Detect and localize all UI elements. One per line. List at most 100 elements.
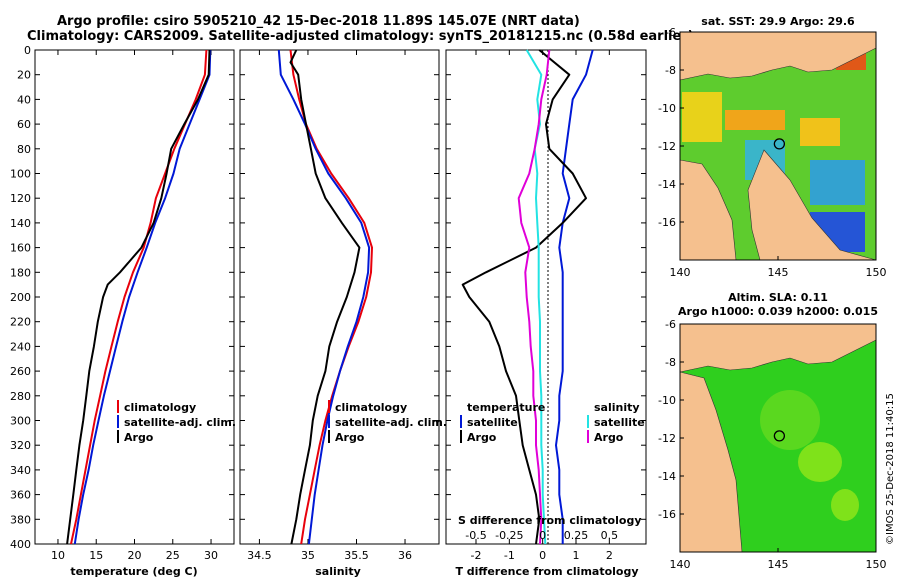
- s-tick-label: -0.5: [465, 529, 486, 542]
- legend-label-s-argo: Argo: [594, 431, 624, 444]
- map-x-tick-label: 140: [670, 558, 691, 571]
- x-tick-label: 10: [51, 549, 65, 562]
- y-tick-label: 360: [10, 489, 31, 502]
- difference-ticks: -2 -1 0 1 2: [446, 49, 646, 562]
- y-tick-label: 180: [10, 266, 31, 279]
- y-tick-label: 60: [17, 118, 31, 131]
- series-line-t-argo: [461, 49, 587, 545]
- sst-warm-patch: [725, 110, 785, 130]
- series-line-s-argo: [517, 49, 551, 545]
- x-tick-label: -1: [504, 549, 515, 562]
- map-y-tick-label: -8: [665, 64, 676, 77]
- difference-axes-frame: [445, 49, 647, 545]
- difference-panel: -2 -1 0 1 2 temperature satellite Argo salin…: [445, 49, 647, 578]
- legend-label-climatology: climatology: [335, 401, 407, 414]
- y-tick-label: 340: [10, 464, 31, 477]
- y-tick-label: 80: [17, 143, 31, 156]
- y-tick-label: 120: [10, 192, 31, 205]
- legend-label-t-argo: Argo: [467, 431, 497, 444]
- salinity-panel: 34.5 35 35.5 36 climatology satellite-adj. …: [239, 49, 447, 578]
- salinity-axes-frame: [239, 49, 440, 545]
- difference-legend: temperature satellite Argo salinity sate…: [460, 401, 645, 444]
- salinity-xlabel: salinity: [315, 565, 361, 578]
- temperature-xlabel: temperature (deg C): [70, 565, 197, 578]
- map-x-tick-label: 150: [866, 558, 887, 571]
- map-x-tick-label: 145: [768, 266, 789, 279]
- temperature-axes-frame: [34, 49, 235, 545]
- x-tick-label: 30: [204, 549, 218, 562]
- map-x-tick-label: 140: [670, 266, 691, 279]
- x-tick-label: 0: [539, 549, 546, 562]
- sst-warm-patch: [682, 92, 722, 142]
- sst-map-panel: sat. SST: 29.9 Argo: 29.6 140 145 150 -6 -8 -…: [658, 15, 886, 279]
- y-tick-label: 200: [10, 291, 31, 304]
- series-line-climatology: [70, 49, 208, 545]
- s-difference-ticks: -0.5 -0.25 0 0.25 0.5: [465, 529, 618, 542]
- s-tick-label: 0.25: [564, 529, 589, 542]
- x-tick-label: 1: [573, 549, 580, 562]
- x-tick-label: -2: [471, 549, 482, 562]
- temperature-legend: climatology satellite-adj. clim. Argo: [117, 400, 236, 444]
- y-tick-label: 220: [10, 316, 31, 329]
- y-tick-label: 0: [24, 44, 31, 57]
- series-line-argo: [289, 49, 361, 545]
- x-tick-label: 34.5: [247, 549, 272, 562]
- sla-map-ticks: 140 145 150 -6 -8 -10 -12 -14 -16: [658, 318, 886, 571]
- map-x-tick-label: 150: [866, 266, 887, 279]
- map-y-tick-label: -12: [658, 432, 676, 445]
- map-y-tick-label: -8: [665, 356, 676, 369]
- temperature-ticks: 10 15 20 25 30020406080100120140160180200220…: [10, 44, 234, 562]
- legend-label-climatology: climatology: [124, 401, 196, 414]
- sla-high-anomaly: [831, 489, 859, 521]
- map-y-tick-label: -6: [665, 26, 676, 39]
- temperature-series: [66, 49, 212, 545]
- x-tick-label: 35: [301, 549, 315, 562]
- x-tick-label: 25: [166, 549, 180, 562]
- y-tick-label: 380: [10, 513, 31, 526]
- difference-series: [461, 49, 594, 545]
- y-tick-label: 240: [10, 340, 31, 353]
- map-y-tick-label: -16: [658, 508, 676, 521]
- x-tick-label: 20: [128, 549, 142, 562]
- sla-map-panel: Altim. SLA: 0.11 Argo h1000: 0.039 h2000…: [658, 291, 886, 571]
- copyright-credit: ©IMOS 25-Dec-2018 11:40:15: [885, 393, 896, 545]
- sst-warm-patch: [800, 118, 840, 146]
- y-tick-label: 300: [10, 415, 31, 428]
- temperature-panel: 10 15 20 25 30020406080100120140160180200220…: [10, 44, 236, 578]
- y-tick-label: 160: [10, 242, 31, 255]
- title-line-2: Climatology: CARS2009. Satellite-adjuste…: [27, 29, 694, 44]
- x-tick-label: 36: [398, 549, 412, 562]
- legend-label-s-satellite: satellite: [594, 416, 645, 429]
- legend-label-t-satellite: satellite: [467, 416, 518, 429]
- legend-title-temperature: temperature: [467, 401, 545, 414]
- series-line-t-satellite: [555, 49, 594, 544]
- x-tick-label: 2: [606, 549, 613, 562]
- sst-cool-patch: [810, 160, 865, 205]
- map-y-tick-label: -10: [658, 102, 676, 115]
- y-tick-label: 320: [10, 439, 31, 452]
- x-tick-label: 35.5: [344, 549, 369, 562]
- legend-title-salinity: salinity: [594, 401, 640, 414]
- map-x-tick-label: 145: [768, 558, 789, 571]
- argo-position-marker: [773, 138, 786, 150]
- map-y-tick-label: -12: [658, 140, 676, 153]
- sst-map-ticks: 140 145 150 -6 -8 -10 -12 -14 -16: [658, 26, 886, 279]
- legend-label-argo: Argo: [335, 431, 365, 444]
- legend-label-argo: Argo: [124, 431, 154, 444]
- s-difference-xlabel: S difference from climatology: [458, 514, 642, 527]
- sla-moderate-anomaly: [760, 390, 820, 450]
- y-tick-label: 280: [10, 390, 31, 403]
- salinity-series: [277, 49, 373, 545]
- y-tick-label: 100: [10, 168, 31, 181]
- legend-label-satellite: satellite-adj. clim.: [124, 416, 236, 429]
- series-line-argo: [66, 49, 211, 545]
- map-y-tick-label: -16: [658, 216, 676, 229]
- map-y-tick-label: -14: [658, 178, 676, 191]
- map-y-tick-label: -6: [665, 318, 676, 331]
- series-line-satellite: [73, 49, 212, 545]
- sla-map-title-line-2: Argo h1000: 0.039 h2000: 0.015: [678, 305, 878, 318]
- s-tick-label: 0.5: [601, 529, 619, 542]
- sla-high-anomaly: [798, 442, 842, 482]
- y-tick-label: 20: [17, 69, 31, 82]
